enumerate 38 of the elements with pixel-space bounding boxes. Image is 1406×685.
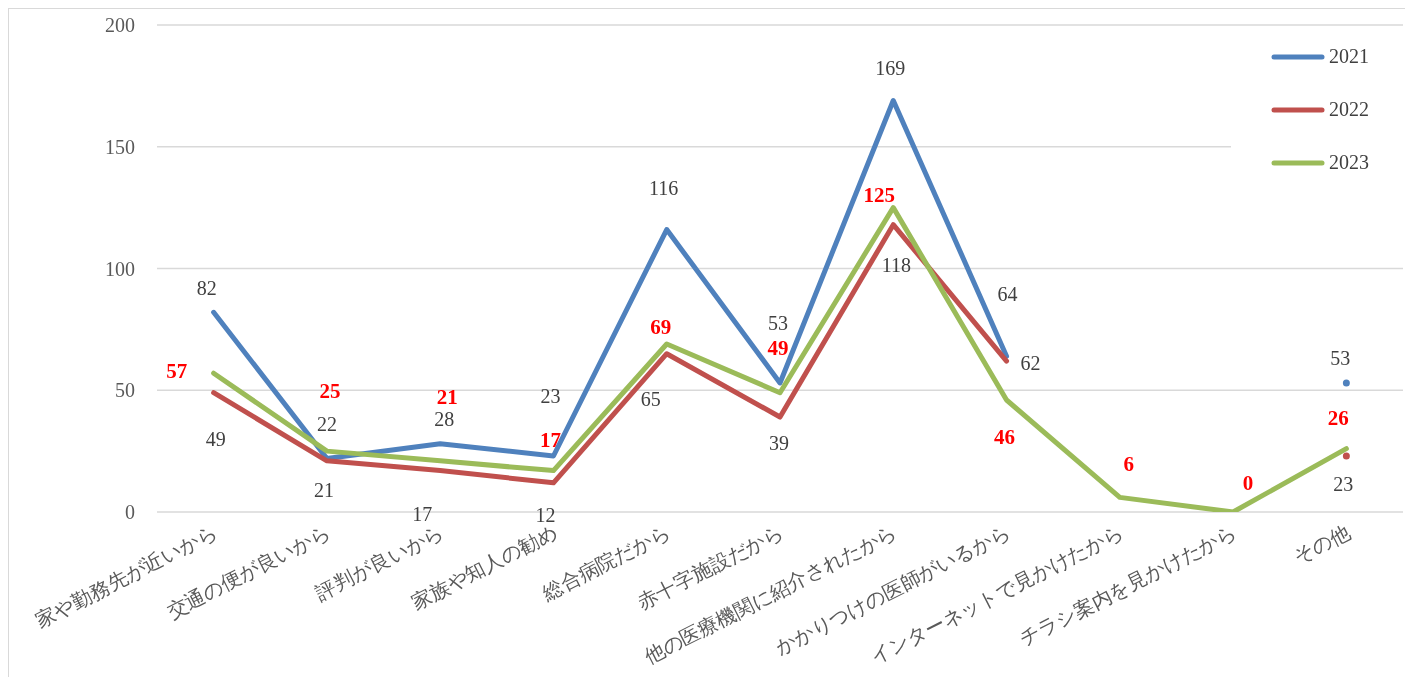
data-label: 49: [205, 427, 226, 450]
data-label: 39: [769, 432, 789, 455]
y-tick-label: 50: [115, 379, 135, 402]
data-label: 118: [881, 253, 911, 276]
x-tick-label: その他: [1289, 520, 1354, 568]
data-label: 65: [640, 387, 661, 410]
data-label: 82: [196, 277, 217, 300]
data-label: 57: [166, 359, 188, 384]
data-label: 17: [539, 427, 561, 452]
data-label: 22: [316, 413, 337, 436]
y-tick-label: 150: [105, 135, 135, 158]
data-label: 12: [535, 503, 556, 526]
data-label: 49: [767, 335, 789, 360]
data-label: 64: [997, 283, 1018, 306]
y-tick-label: 200: [105, 14, 135, 36]
data-label: 53: [1330, 346, 1351, 369]
data-label: 62: [1020, 352, 1041, 375]
legend-label: 2022: [1329, 98, 1369, 121]
data-label: 23: [1333, 472, 1354, 495]
data-label: 6: [1123, 452, 1135, 477]
y-tick-label: 100: [105, 257, 135, 280]
data-label: 23: [540, 384, 561, 407]
data-label: 28: [434, 407, 455, 430]
data-label: 116: [649, 176, 679, 199]
data-label: 53: [768, 311, 788, 334]
data-label: 46: [994, 424, 1016, 449]
legend-label: 2021: [1329, 45, 1369, 68]
data-label: 25: [319, 379, 341, 404]
data-label: 69: [650, 314, 672, 339]
data-label: 26: [1327, 405, 1349, 430]
legend-label: 2023: [1329, 151, 1369, 174]
data-label: 21: [436, 384, 458, 409]
data-label: 17: [412, 502, 433, 525]
data-label: 0: [1242, 471, 1254, 495]
data-label: 125: [863, 182, 896, 207]
y-tick-label: 0: [125, 501, 135, 523]
data-label: 21: [313, 478, 334, 501]
data-label: 169: [875, 57, 906, 80]
